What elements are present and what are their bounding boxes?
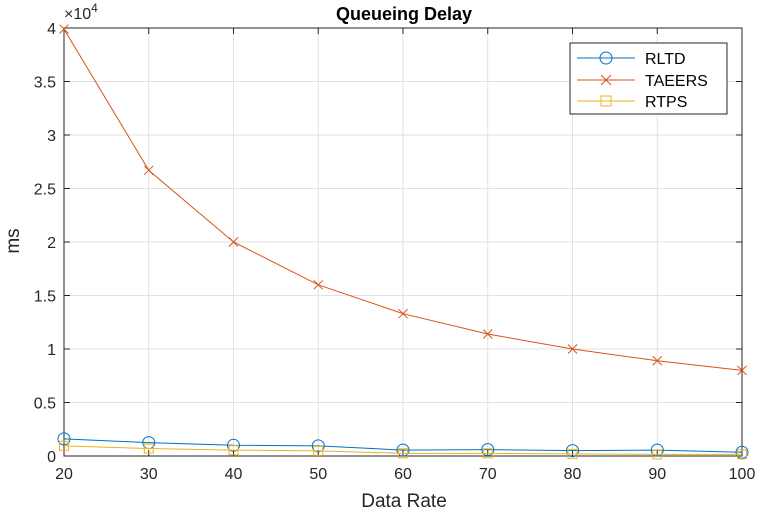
chart-title: Queueing Delay xyxy=(336,4,472,24)
legend-box xyxy=(569,42,728,115)
data-point-rltd xyxy=(735,445,749,459)
legend-marker-taeers xyxy=(600,74,612,86)
data-point-rtps xyxy=(652,449,663,460)
y-exponent-power: 4 xyxy=(91,1,98,15)
data-point-rltd xyxy=(57,432,71,446)
data-point-rltd xyxy=(311,439,325,453)
data-point-rtps xyxy=(482,448,493,459)
y-tick-label: 3.5 xyxy=(34,75,56,92)
y-axis-label: ms xyxy=(3,228,24,253)
data-point-rtps xyxy=(143,443,154,454)
y-exponent-label: ×104 xyxy=(64,1,98,23)
legend-marker-rtps xyxy=(600,95,612,107)
x-tick-label: 60 xyxy=(394,466,412,483)
y-exponent-base: ×10 xyxy=(64,6,91,23)
x-tick-label: 100 xyxy=(729,466,756,483)
data-point-rltd xyxy=(396,443,410,457)
data-point-rtps xyxy=(228,445,239,456)
axis-ticks: 20 30 40 50 60 70 80 90 100 0 0.5 1 1.5 2 2.5 3 3.5 4 xyxy=(34,21,756,483)
data-point-rtps xyxy=(313,445,324,456)
data-point-taeers xyxy=(313,279,324,290)
data-point-rltd xyxy=(481,443,495,457)
data-point-rltd xyxy=(227,438,240,452)
x-tick-label: 40 xyxy=(225,466,243,483)
y-tick-label: 3 xyxy=(47,128,56,145)
data-point-rltd xyxy=(650,443,664,457)
y-tick-label: 4 xyxy=(47,21,56,38)
data-point-rltd xyxy=(566,444,579,458)
legend-label-taeers: TAEERS xyxy=(645,73,708,90)
data-point-taeers xyxy=(737,365,747,376)
y-tick-label: 0 xyxy=(47,449,56,466)
x-tick-label: 90 xyxy=(648,466,666,483)
x-tick-label: 30 xyxy=(140,466,158,483)
series-rltd xyxy=(57,432,749,459)
legend-item-taeers: TAEERS xyxy=(577,73,708,90)
y-tick-label: 2 xyxy=(47,235,56,252)
data-point-taeers xyxy=(652,355,663,366)
legend-label-rltd: RLTD xyxy=(645,51,686,68)
series-line-rtps xyxy=(63,445,742,455)
x-tick-label: 80 xyxy=(564,466,582,483)
data-point-rtps xyxy=(59,440,69,451)
legend-marker-rltd xyxy=(599,51,613,65)
series-rtps xyxy=(59,440,747,460)
data-point-taeers xyxy=(59,24,69,34)
series-line-rltd xyxy=(63,438,743,453)
x-axis-label: Data Rate xyxy=(361,491,447,512)
y-tick-label: 1.5 xyxy=(34,289,56,306)
data-point-rtps xyxy=(567,448,578,459)
x-tick-label: 50 xyxy=(309,466,327,483)
y-tick-label: 2.5 xyxy=(34,182,56,199)
data-point-rtps xyxy=(737,449,747,460)
data-point-taeers xyxy=(143,165,154,176)
legend-label-rtps: RTPS xyxy=(645,94,687,111)
data-point-taeers xyxy=(398,308,408,319)
data-point-taeers xyxy=(228,237,239,247)
y-tick-label: 0.5 xyxy=(34,396,56,413)
legend-item-rtps: RTPS xyxy=(577,94,687,111)
legend-item-rltd: RLTD xyxy=(577,51,686,68)
series-taeers xyxy=(59,24,747,376)
x-tick-label: 20 xyxy=(55,466,73,483)
data-point-taeers xyxy=(482,329,493,339)
data-point-rtps xyxy=(398,448,408,459)
legend: RLTD TAEERS RTPS xyxy=(569,42,728,115)
series-layer xyxy=(57,24,749,460)
data-point-taeers xyxy=(567,344,578,354)
x-tick-label: 70 xyxy=(479,466,497,483)
y-tick-label: 1 xyxy=(47,342,56,359)
